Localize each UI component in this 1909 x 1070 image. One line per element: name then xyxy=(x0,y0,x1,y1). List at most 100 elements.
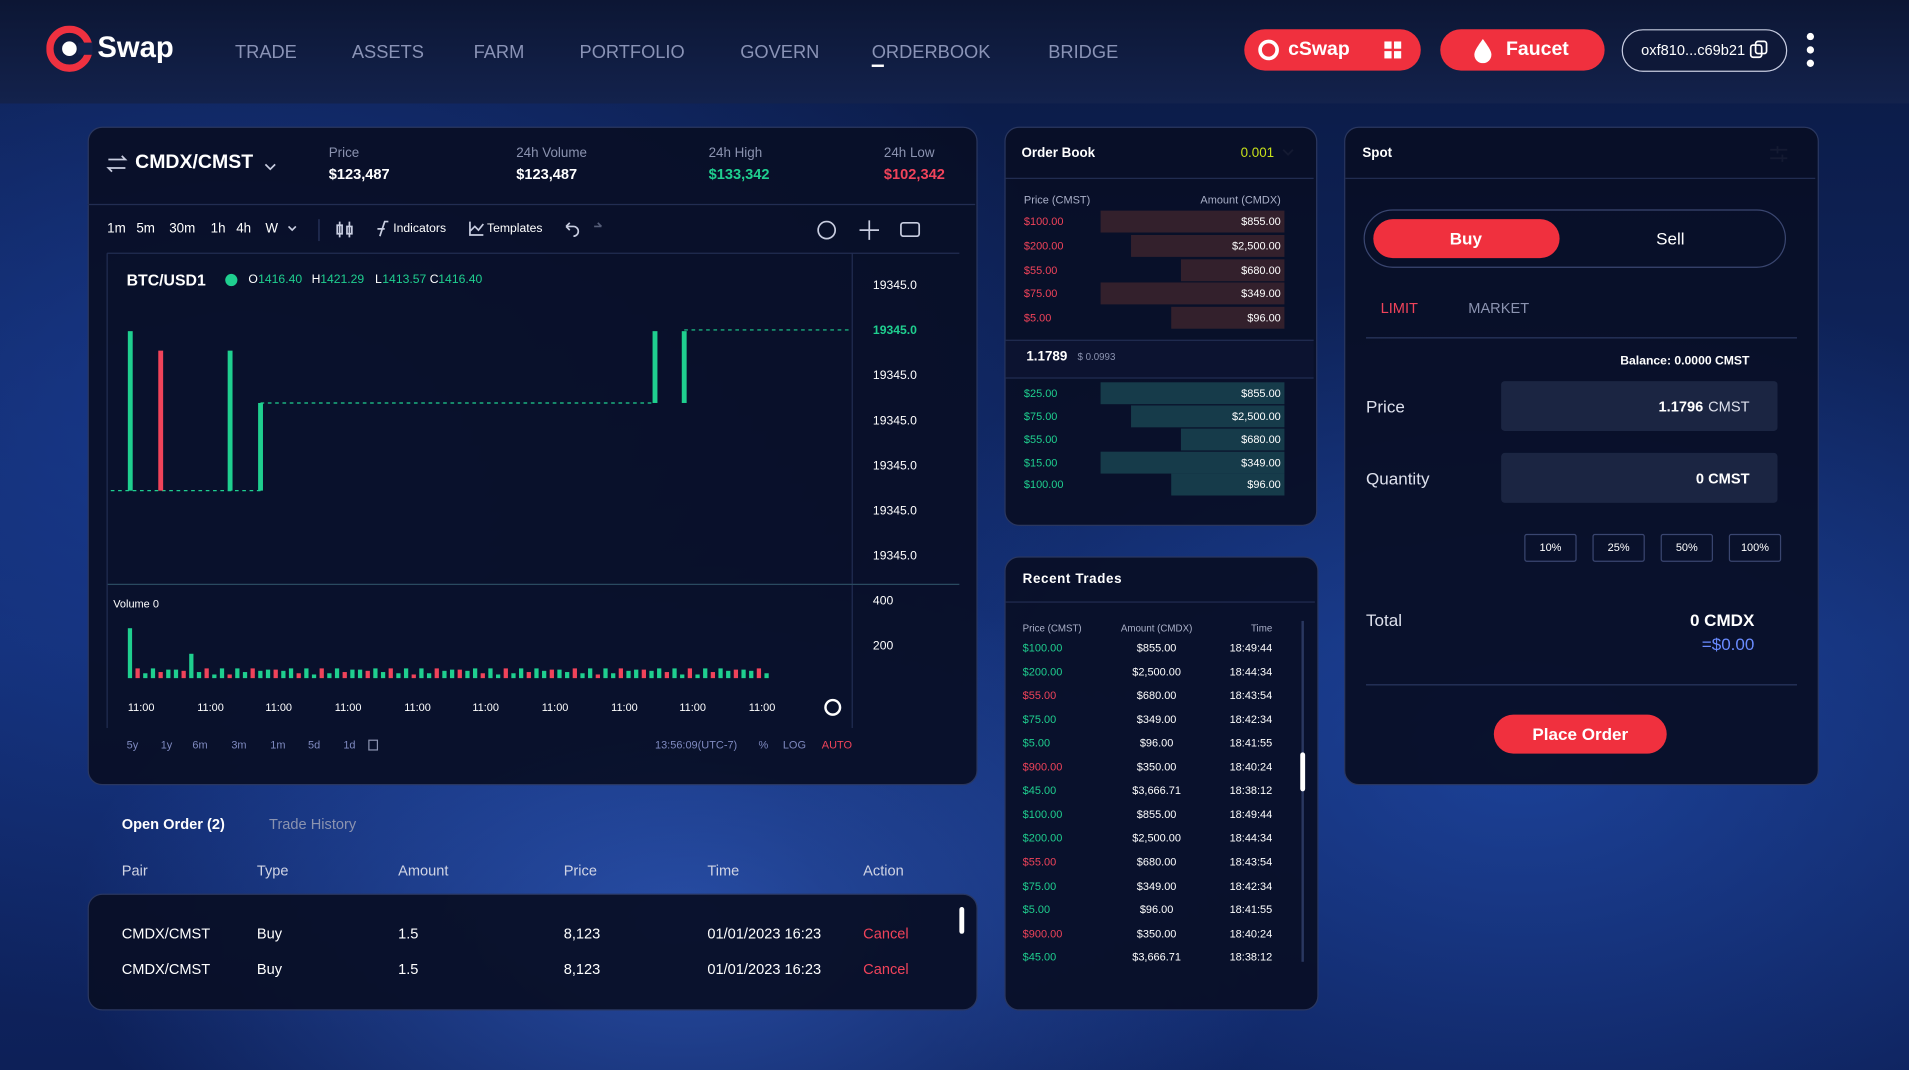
range-button[interactable]: 3m xyxy=(231,739,247,752)
interval[interactable]: 4h xyxy=(236,221,252,237)
buy-toggle[interactable] xyxy=(1373,219,1560,259)
ask-price[interactable]: $5.00 xyxy=(1023,311,1052,324)
order-tab[interactable]: Open Order (2) xyxy=(121,815,225,833)
bid-amount: $680.00 xyxy=(1241,433,1281,446)
nav-link[interactable]: FARM xyxy=(473,42,525,63)
ask-price[interactable]: $55.00 xyxy=(1023,264,1058,277)
settings-icon[interactable] xyxy=(824,698,842,716)
volume-bar-decoration xyxy=(189,653,194,679)
faucet-button[interactable] xyxy=(1440,29,1605,71)
trade-time: 18:40:24 xyxy=(1229,760,1273,773)
cancel-button[interactable]: Cancel xyxy=(863,960,909,978)
ask-price[interactable]: $75.00 xyxy=(1023,287,1058,300)
indicators-button[interactable]: Indicators xyxy=(393,222,447,236)
volume-bar-decoration xyxy=(365,670,370,679)
wallet-button[interactable] xyxy=(1621,29,1788,72)
interval[interactable]: 1h xyxy=(210,221,226,237)
order-type[interactable]: LIMIT xyxy=(1380,299,1418,317)
pair-name[interactable]: CMDX/CMST xyxy=(135,152,254,173)
time-label: 11:00 xyxy=(197,701,224,714)
trade-price: $45.00 xyxy=(1022,951,1057,964)
order-tab[interactable]: Trade History xyxy=(269,815,357,833)
nav-link[interactable]: ASSETS xyxy=(351,42,424,63)
volume-bar-decoration xyxy=(695,674,700,679)
percent-button[interactable]: 100% xyxy=(1728,533,1782,562)
volume-bar-decoration xyxy=(357,669,363,679)
interval[interactable]: W xyxy=(265,221,279,237)
quantity-value: 0 CMST xyxy=(1695,469,1750,487)
range-button[interactable]: 5y xyxy=(126,739,139,752)
volume-bar-decoration xyxy=(764,673,769,679)
volume-bar-decoration xyxy=(380,672,386,679)
menu-icon[interactable] xyxy=(1804,32,1816,69)
bid-price[interactable]: $100.00 xyxy=(1023,478,1064,491)
trade-price: $5.00 xyxy=(1022,903,1051,916)
volume-bar-decoration xyxy=(703,668,708,679)
buy-tab[interactable]: Buy xyxy=(1449,228,1482,249)
chart-option[interactable]: % xyxy=(758,739,769,752)
range-button[interactable]: 5d xyxy=(308,739,321,752)
chart-option[interactable]: AUTO xyxy=(821,739,853,752)
cswap-button[interactable] xyxy=(1244,29,1421,71)
faucet-label: Faucet xyxy=(1506,38,1569,60)
range-button[interactable]: 6m xyxy=(192,739,208,752)
range-button[interactable]: 1y xyxy=(160,739,173,752)
percent-button[interactable]: 10% xyxy=(1524,533,1577,562)
copy-icon[interactable] xyxy=(1749,40,1769,59)
interval[interactable]: 30m xyxy=(169,221,196,237)
place-order-button[interactable] xyxy=(1493,714,1667,754)
precision-select[interactable]: 0.001 xyxy=(1240,146,1275,161)
move-icon[interactable] xyxy=(859,220,880,240)
nav-link[interactable]: BRIDGE xyxy=(1048,42,1119,63)
bid-price[interactable]: $25.00 xyxy=(1023,387,1058,400)
cancel-button[interactable]: Cancel xyxy=(863,925,909,943)
undo-icon[interactable] xyxy=(565,222,580,238)
trade-time: 18:38:12 xyxy=(1229,951,1273,964)
bid-price[interactable]: $55.00 xyxy=(1023,433,1058,446)
volume-bar-decoration xyxy=(519,668,524,679)
volume-bar-decoration xyxy=(503,668,508,679)
place-order-label[interactable]: Place Order xyxy=(1532,724,1629,744)
ohlc-key: C xyxy=(429,273,439,287)
price-value: 1.1796 xyxy=(1658,398,1704,416)
trade-time: 18:42:34 xyxy=(1229,879,1273,892)
volume-bar-decoration xyxy=(511,673,516,679)
volume-bars xyxy=(127,628,769,679)
volume-bar-decoration xyxy=(726,670,731,679)
bid-price[interactable]: $15.00 xyxy=(1023,456,1058,469)
range-button[interactable]: 1d xyxy=(343,739,356,752)
bid-price[interactable]: $75.00 xyxy=(1023,410,1058,423)
chart-option[interactable]: LOG xyxy=(782,739,806,752)
indicator-icon[interactable] xyxy=(377,220,389,237)
order-type[interactable]: MARKET xyxy=(1468,299,1530,317)
volume-bar-decoration xyxy=(227,674,232,679)
ask-price[interactable]: $200.00 xyxy=(1023,239,1064,253)
redo-icon[interactable] xyxy=(594,222,603,228)
interval[interactable]: 1m xyxy=(107,221,126,237)
price-input[interactable] xyxy=(1501,381,1778,431)
camera-icon[interactable] xyxy=(900,221,921,238)
candle-type-icon[interactable] xyxy=(336,221,353,238)
templates-icon[interactable] xyxy=(469,221,485,236)
quantity-input[interactable] xyxy=(1501,452,1778,503)
total-label: Total xyxy=(1366,609,1403,630)
percent-button[interactable]: 50% xyxy=(1660,533,1713,562)
range-button[interactable]: 1m xyxy=(270,739,286,752)
column-header: Price xyxy=(563,861,597,880)
sell-tab[interactable]: Sell xyxy=(1656,228,1685,249)
swap-icon[interactable] xyxy=(106,155,128,173)
screenshot-icon[interactable] xyxy=(817,220,837,240)
percent-button[interactable]: 25% xyxy=(1592,533,1645,562)
interval[interactable]: 5m xyxy=(136,221,155,237)
ask-price[interactable]: $100.00 xyxy=(1023,215,1064,228)
templates-button[interactable]: Templates xyxy=(486,222,543,236)
nav-link[interactable]: TRADE xyxy=(234,42,297,63)
depth-bar-decoration xyxy=(1131,234,1285,257)
stat-label: 24h Volume xyxy=(516,146,587,161)
trade-amount: $350.00 xyxy=(1136,927,1177,940)
volume-bar-decoration xyxy=(135,668,140,679)
nav-link[interactable]: ORDERBOOK xyxy=(871,42,991,63)
nav-link[interactable]: GOVERN xyxy=(740,42,820,63)
nav-link[interactable]: PORTFOLIO xyxy=(579,42,685,63)
calendar-icon[interactable] xyxy=(368,739,379,751)
